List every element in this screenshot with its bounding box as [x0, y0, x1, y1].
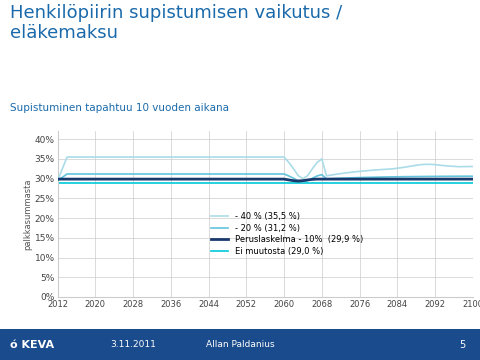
- Legend: - 40 % (35,5 %), - 20 % (31,2 %), Peruslaskelma - 10%  (29,9 %), Ei muutosta (29: - 40 % (35,5 %), - 20 % (31,2 %), Perusl…: [211, 212, 363, 256]
- Y-axis label: palkkasummasta: palkkasummasta: [23, 179, 32, 250]
- Text: 3.11.2011: 3.11.2011: [110, 340, 156, 349]
- Text: 5: 5: [459, 340, 466, 350]
- Text: ó KEVA: ó KEVA: [10, 340, 54, 350]
- Text: Allan Paldanius: Allan Paldanius: [206, 340, 274, 349]
- Text: Supistuminen tapahtuu 10 vuoden aikana: Supistuminen tapahtuu 10 vuoden aikana: [10, 103, 228, 113]
- Text: Henkilöpiirin supistumisen vaikutus /
eläkemaksu: Henkilöpiirin supistumisen vaikutus / el…: [10, 4, 342, 42]
